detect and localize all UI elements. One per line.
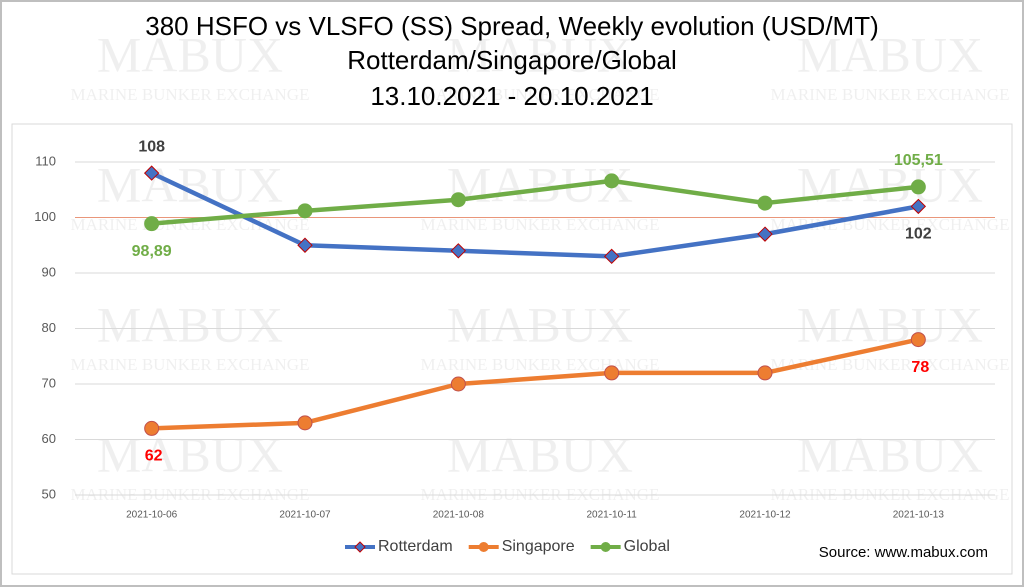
x-tick-label: 2021-10-07: [279, 510, 331, 521]
y-tick-label: 50: [42, 486, 56, 501]
series-line: [151, 178, 919, 226]
watermark-sub: MARINE BUNKER EXCHANGE: [421, 85, 660, 104]
point: [450, 192, 466, 208]
point: [297, 203, 313, 219]
point: [910, 198, 927, 215]
data-label: 102: [905, 226, 932, 243]
x-tick-label: 2021-10-13: [893, 510, 945, 521]
watermark-sub: MARINE BUNKER EXCHANGE: [71, 85, 310, 104]
chart-subtitle: Rotterdam/Singapore/Global: [347, 45, 677, 75]
watermark: MABUX: [797, 156, 983, 212]
watermark: MABUX: [97, 26, 283, 82]
legend-label: Rotterdam: [378, 538, 453, 555]
legend-marker: [600, 542, 611, 552]
watermark-sub: MARINE BUNKER EXCHANGE: [421, 215, 660, 234]
point: [910, 332, 926, 348]
point: [144, 420, 160, 436]
watermark-sub: MARINE BUNKER EXCHANGE: [771, 215, 1010, 234]
y-tick-label: 80: [42, 320, 56, 335]
legend-marker: [478, 542, 489, 552]
watermark: MABUX: [97, 296, 283, 352]
y-tick-label: 90: [42, 264, 56, 279]
watermark-sub: MARINE BUNKER EXCHANGE: [71, 355, 310, 374]
chart-title: 380 HSFO vs VLSFO (SS) Spread, Weekly ev…: [145, 11, 879, 41]
y-tick-label: 110: [35, 153, 56, 168]
series-line: [151, 337, 919, 431]
chart-period: 13.10.2021 - 20.10.2021: [370, 81, 653, 111]
watermark: MABUX: [447, 156, 633, 212]
legend-marker: [354, 541, 366, 553]
data-label: 62: [145, 448, 163, 465]
point: [757, 226, 773, 242]
watermark-sub: MARINE BUNKER EXCHANGE: [421, 485, 660, 504]
watermark: MABUX: [797, 296, 983, 352]
watermark: MABUX: [797, 26, 983, 82]
watermark: MABUX: [797, 426, 983, 482]
point: [450, 243, 467, 259]
point: [604, 173, 620, 189]
point: [910, 179, 926, 195]
watermark: MABUX: [447, 296, 633, 352]
watermark: MABUX: [97, 156, 283, 212]
legend-label: Global: [624, 538, 670, 555]
data-label: 78: [911, 359, 929, 376]
plot-frame: [11, 123, 1013, 575]
data-label: 108: [138, 138, 165, 155]
x-tick-label: 2021-10-06: [126, 510, 178, 521]
y-tick-label: 60: [42, 431, 56, 446]
x-tick-label: 2021-10-11: [586, 510, 637, 521]
point: [144, 216, 160, 232]
data-label: 105,51: [894, 152, 943, 169]
y-tick-label: 70: [42, 375, 56, 390]
point: [143, 165, 160, 181]
legend-label: Singapore: [502, 538, 575, 555]
watermark-sub: MARINE BUNKER EXCHANGE: [771, 485, 1010, 504]
point: [757, 365, 773, 381]
x-tick-label: 2021-10-08: [433, 510, 485, 521]
watermark: MABUX: [97, 426, 283, 482]
source: Source: www.mabux.com: [819, 544, 988, 561]
y-tick-label: 100: [34, 209, 56, 224]
point: [604, 365, 620, 381]
x-tick-label: 2021-10-12: [739, 510, 791, 521]
point: [603, 248, 620, 265]
point: [450, 376, 466, 392]
point: [297, 415, 313, 431]
watermarks: MABUX MARINE BUNKER EXCHANGE MABUX MARINE B…: [71, 26, 1010, 503]
watermark: MABUX: [447, 26, 633, 82]
watermark-sub: MARINE BUNKER EXCHANGE: [421, 355, 660, 374]
watermark-sub: MARINE BUNKER EXCHANGE: [771, 85, 1010, 104]
series-line: [150, 171, 919, 259]
point: [757, 195, 773, 211]
watermark-sub: MARINE BUNKER EXCHANGE: [71, 485, 310, 504]
data-label: 98,89: [132, 243, 172, 260]
point: [297, 237, 313, 253]
watermark: MABUX: [447, 426, 633, 482]
